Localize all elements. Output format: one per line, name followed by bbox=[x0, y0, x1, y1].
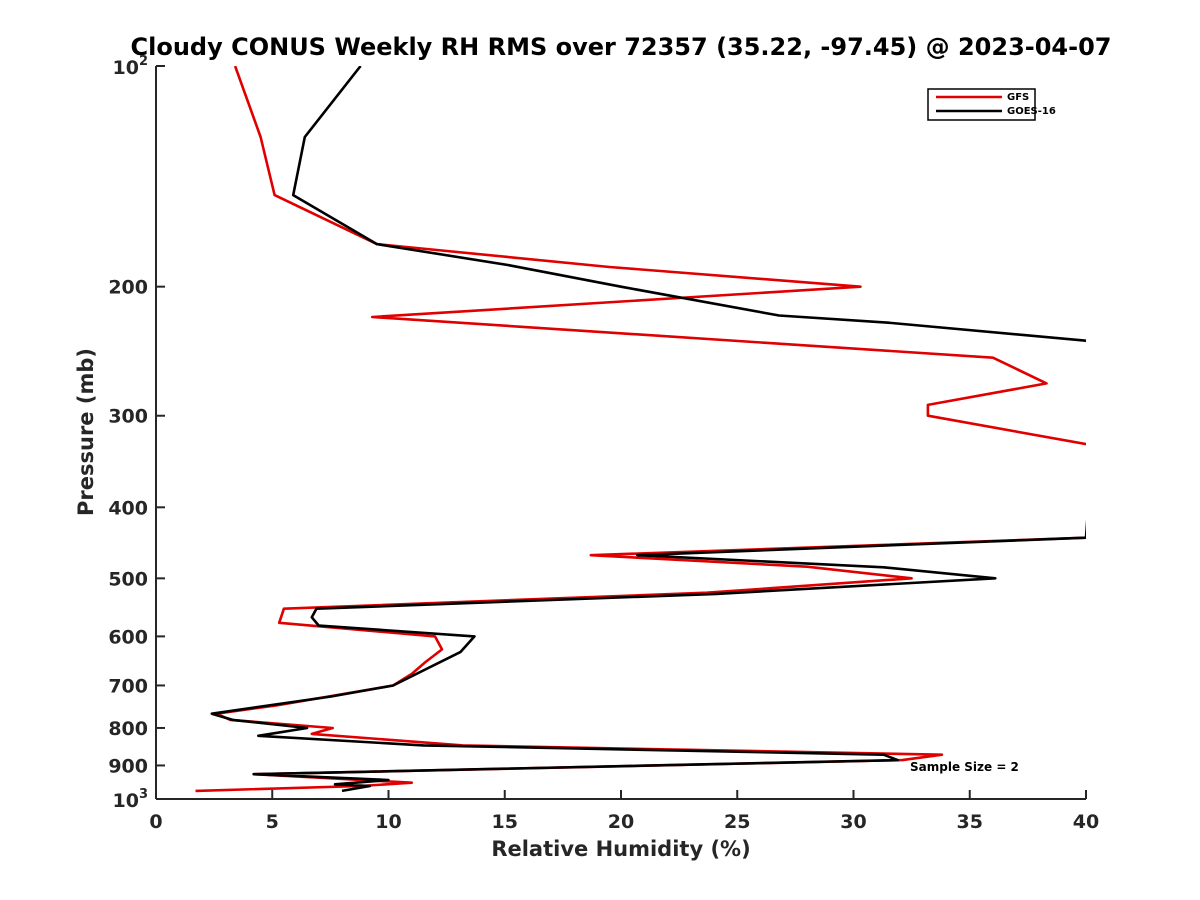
series-line-goes-16 bbox=[210, 66, 1086, 793]
x-ticks: 0 5 10 15 20 25 30 35 40 bbox=[149, 790, 1099, 833]
x-tick-label: 20 bbox=[608, 811, 634, 833]
x-tick-label: 10 bbox=[375, 811, 401, 833]
y-tick-label: 900 bbox=[108, 755, 148, 777]
y-tick-label-base: 10 bbox=[113, 57, 139, 79]
x-tick-label: 40 bbox=[1073, 811, 1099, 833]
series-layer bbox=[195, 66, 1086, 793]
chart-title: Cloudy CONUS Weekly RH RMS over 72357 (3… bbox=[131, 33, 1112, 61]
y-tick-label: 700 bbox=[108, 675, 148, 697]
legend-label-goes16: GOES-16 bbox=[1007, 106, 1056, 117]
x-axis-label: Relative Humidity (%) bbox=[491, 837, 750, 861]
y-axis-label: Pressure (mb) bbox=[74, 348, 98, 516]
legend: GFS GOES-16 bbox=[927, 88, 1056, 121]
x-tick-label: 25 bbox=[724, 811, 750, 833]
y-tick-label: 200 bbox=[108, 277, 148, 299]
x-tick-label: 30 bbox=[840, 811, 866, 833]
y-tick-label-exponent: 2 bbox=[139, 54, 148, 69]
x-tick-label: 0 bbox=[149, 811, 162, 833]
y-tick-label: 300 bbox=[108, 406, 148, 428]
x-tick-label: 5 bbox=[266, 811, 279, 833]
y-tick-label: 800 bbox=[108, 718, 148, 740]
plot-area bbox=[156, 66, 1086, 799]
y-tick-label-exponent: 3 bbox=[139, 787, 148, 802]
y-tick-label: 500 bbox=[108, 568, 148, 590]
legend-label-gfs: GFS bbox=[1007, 92, 1029, 103]
x-tick-label: 15 bbox=[492, 811, 518, 833]
y-tick-label: 102 bbox=[113, 54, 149, 79]
legend-box bbox=[927, 88, 1036, 121]
y-tick-label-base: 10 bbox=[113, 790, 139, 812]
y-tick-label: 400 bbox=[108, 497, 148, 519]
sample-size-annotation: Sample Size = 2 bbox=[910, 760, 1019, 774]
y-tick-label: 600 bbox=[108, 626, 148, 648]
y-tick-label: 103 bbox=[113, 787, 149, 812]
x-tick-label: 35 bbox=[957, 811, 983, 833]
